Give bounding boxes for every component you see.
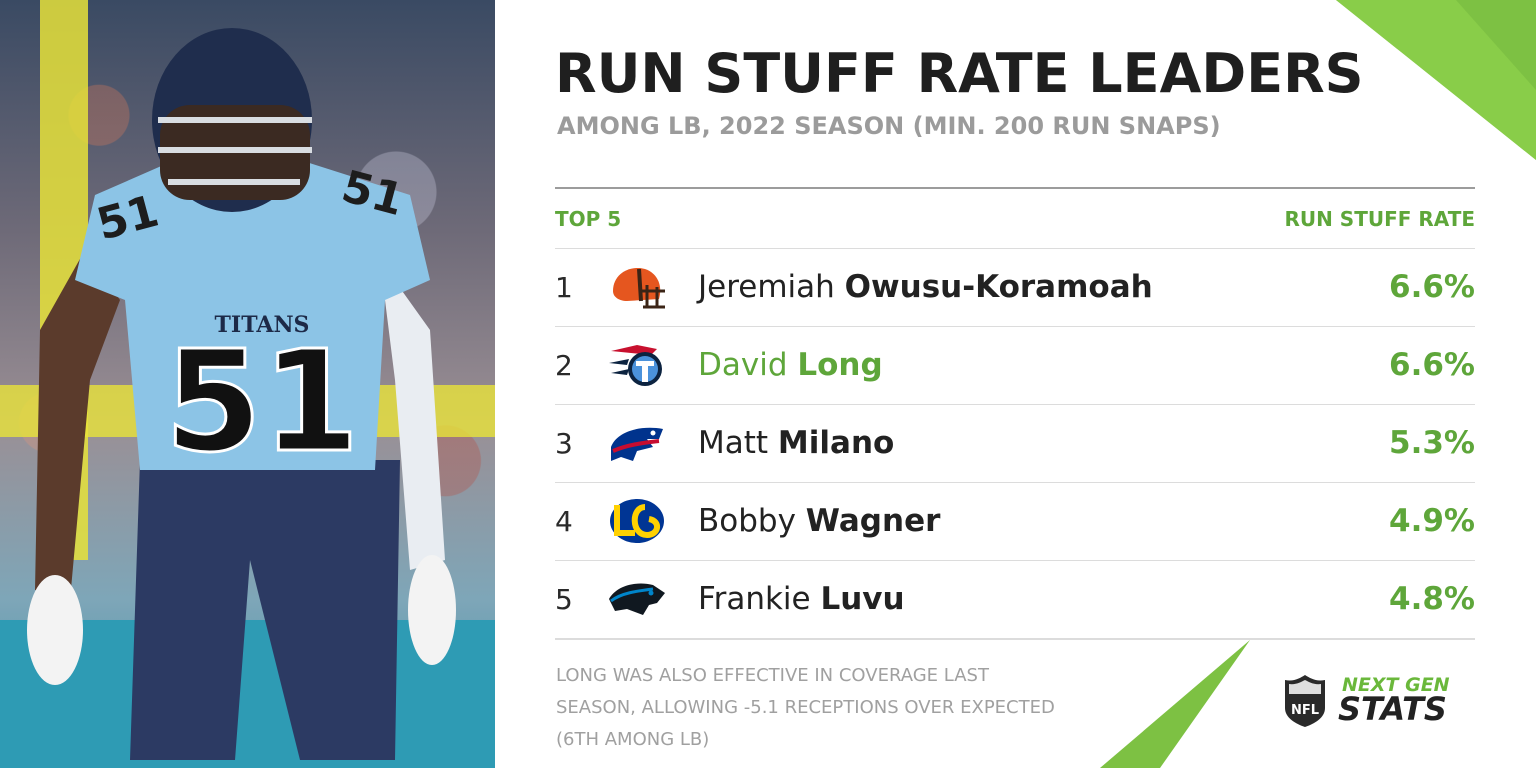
run-stuff-rate-value: 4.8% [1389,581,1475,617]
footnote-line: (6TH AMONG LB) [556,729,710,750]
page-subtitle: AMONG LB, 2022 SEASON (MIN. 200 RUN SNAP… [557,112,1221,140]
leaders-table: 1 Jeremiah Owusu-Koramoah 6.6% 2 David L… [555,248,1475,640]
player-last-name: Owusu-Koramoah [844,269,1153,305]
rams-logo-icon [610,499,664,543]
next-gen-stats-logo: NFL NEXT GEN STATS [1282,672,1482,732]
footnote-line: SEASON, ALLOWING -5.1 RECEPTIONS OVER EX… [556,697,1055,718]
svg-text:NFL: NFL [1291,703,1319,718]
player-last-name: Milano [777,425,895,461]
player-name: David Long [698,347,883,383]
titans-logo-icon [609,345,662,386]
run-stuff-rate-value: 6.6% [1389,269,1475,305]
player-first-name: Bobby [698,503,796,539]
bills-logo-icon [611,427,663,461]
player-name: Frankie Luvu [698,581,905,617]
table-row: 3 Matt Milano 5.3% [555,404,1475,482]
table-row: 1 Jeremiah Owusu-Koramoah 6.6% [555,248,1475,326]
table-row: 5 Frankie Luvu 4.8% [555,560,1475,640]
row-rank: 4 [555,505,573,538]
player-first-name: Matt [698,425,769,461]
decorative-green-wedge [1100,640,1250,768]
player-name: Bobby Wagner [698,503,940,539]
table-row-highlighted: 2 David Long 6.6% [555,326,1475,404]
svg-text:51: 51 [165,321,360,484]
table-row: 4 Bobby Wagner 4.9% [555,482,1475,560]
row-rank: 5 [555,583,573,616]
row-rank: 2 [555,349,573,382]
brand-next-gen: NEXT GEN [1342,674,1450,696]
stadium-wall [0,620,495,768]
svg-text:TITANS: TITANS [215,312,310,338]
player-first-name: Frankie [698,581,811,617]
page-title: RUN STUFF RATE LEADERS [555,42,1364,105]
row-rank: 3 [555,427,573,460]
panthers-logo-icon [609,583,665,615]
player-name: Matt Milano [698,425,894,461]
player-last-name: Luvu [820,581,905,617]
player-first-name: David [698,347,788,383]
footnote-line: LONG WAS ALSO EFFECTIVE IN COVERAGE LAST [556,665,989,686]
player-photo: 51 51 TITANS 51 [0,0,495,768]
player-first-name: Jeremiah [698,269,835,305]
run-stuff-rate-value: 5.3% [1389,425,1475,461]
decorative-green-triangle [1336,0,1536,160]
header-divider [555,187,1475,189]
row-rank: 1 [555,271,573,304]
column-header-value: RUN STUFF RATE [1284,207,1475,231]
player-figure: 51 51 TITANS 51 [27,28,456,760]
player-name: Jeremiah Owusu-Koramoah [698,269,1153,305]
brand-stats: STATS [1338,690,1447,728]
run-stuff-rate-value: 4.9% [1389,503,1475,539]
nfl-shield-icon: NFL [1285,675,1325,727]
browns-helmet-icon [613,267,665,309]
player-last-name: Long [797,347,883,383]
run-stuff-rate-value: 6.6% [1389,347,1475,383]
column-header-rank: TOP 5 [555,207,622,231]
player-last-name: Wagner [805,503,941,539]
footnote: LONG WAS ALSO EFFECTIVE IN COVERAGE LAST… [556,660,1116,756]
